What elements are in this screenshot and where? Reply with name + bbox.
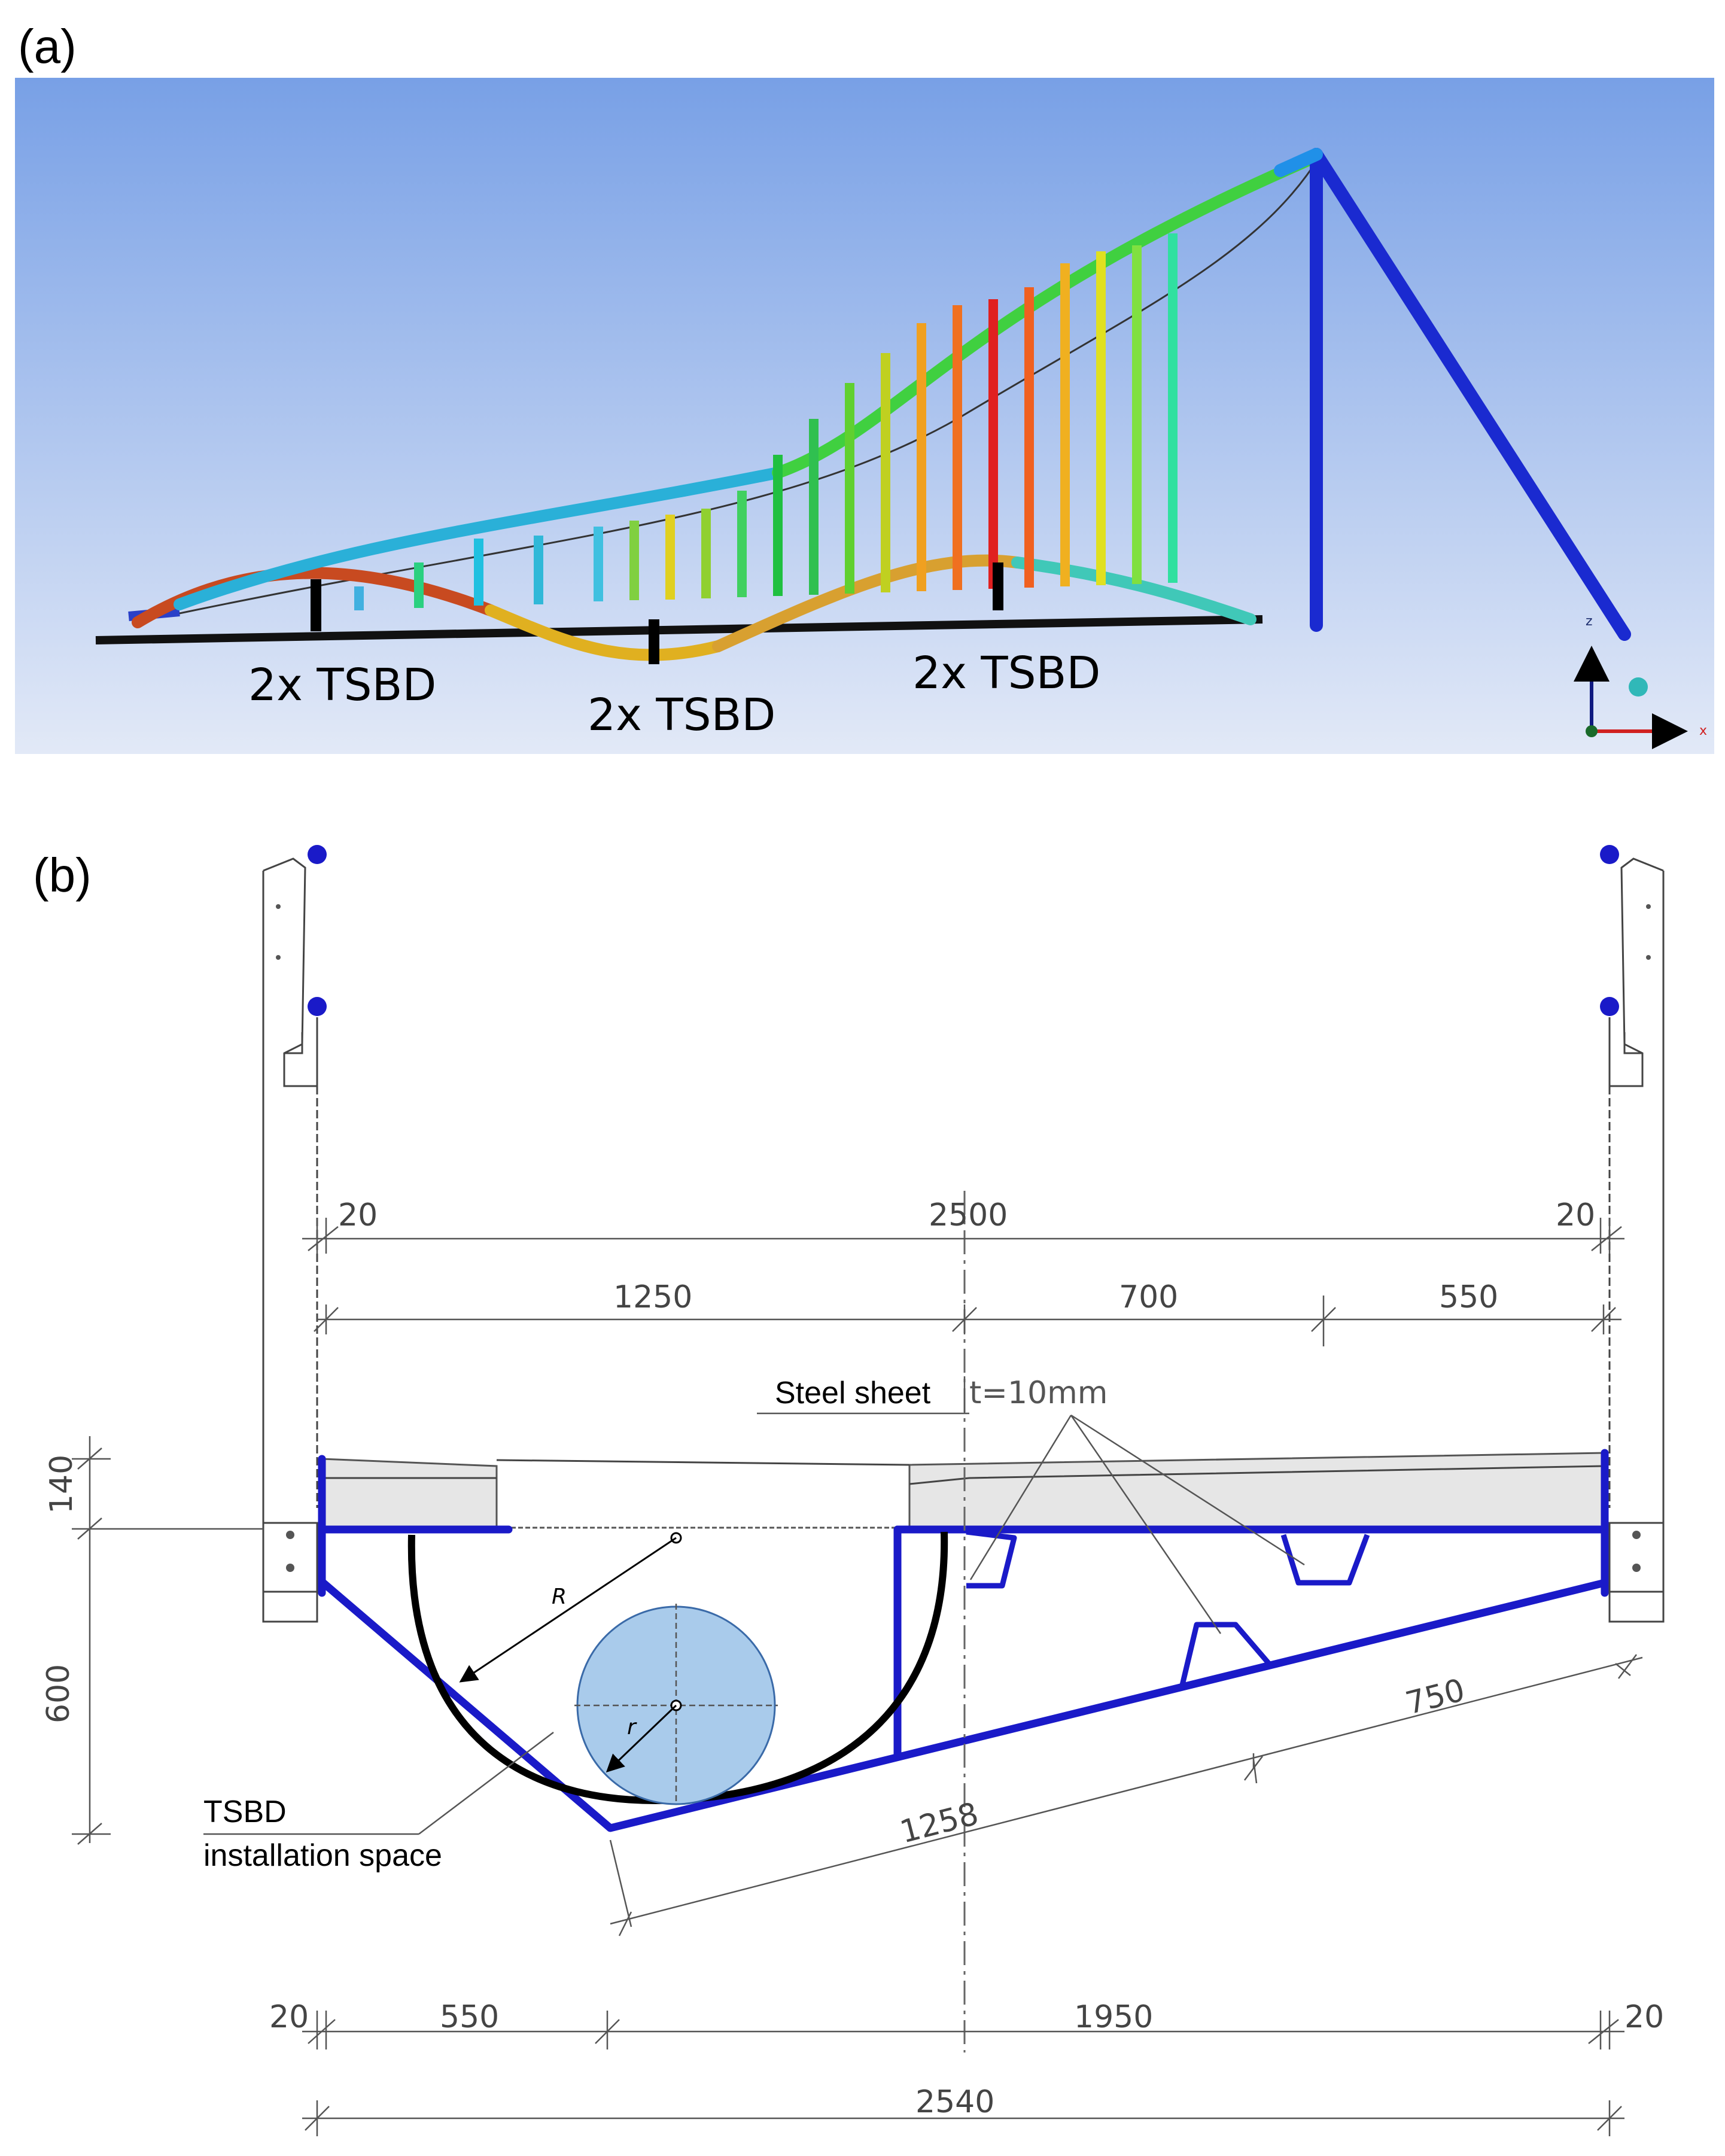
- left-railing-knob-top: [308, 845, 327, 864]
- panel-a-label: (a): [18, 20, 77, 73]
- right-railing: [1608, 857, 1665, 1623]
- deck-cross-section: R r: [262, 845, 1665, 2052]
- tsbd-space-annotation: TSBD installation space: [203, 1732, 554, 1873]
- radius-R-line: [459, 1537, 677, 1683]
- hangers: [354, 233, 1178, 610]
- axis-x-label: x: [1699, 723, 1707, 738]
- dim-bot-left-20: 20: [269, 1999, 309, 2035]
- tsbd-markers: [311, 562, 1003, 664]
- bottom-dimensions: 20 550 1950 20 2540: [269, 1999, 1664, 2136]
- right-railing-knob-mid: [1600, 997, 1619, 1016]
- bridge-fem-view: 2x TSBD 2x TSBD 2x TSBD z x: [15, 78, 1714, 754]
- top-dimensions: 20 2500 20 1250 700 550: [302, 1197, 1624, 1346]
- dim-bot-right-20: 20: [1624, 1999, 1664, 2035]
- dim-600: 600: [41, 1664, 77, 1723]
- dim-top-right-20: 20: [1556, 1197, 1595, 1233]
- dim-550: 550: [1439, 1279, 1498, 1315]
- tsbd-label-left: 2x TSBD: [248, 659, 436, 711]
- dim-700: 700: [1119, 1279, 1178, 1315]
- bridge-deck: [95, 615, 1263, 644]
- dim-top-total: 2500: [929, 1197, 1008, 1233]
- steel-box-section: [318, 1449, 1609, 1832]
- radius-r-line: [606, 1704, 677, 1773]
- radius-r-label: r: [627, 1715, 637, 1740]
- dim-1250: 1250: [613, 1279, 692, 1315]
- right-railing-knob-top: [1600, 845, 1619, 864]
- tsbd-space-label-2: installation space: [203, 1838, 442, 1873]
- sky-background: [15, 78, 1714, 754]
- radius-R-label: R: [552, 1585, 567, 1609]
- left-railing-knob-mid: [308, 997, 327, 1016]
- tsbd-label-middle: 2x TSBD: [588, 689, 775, 741]
- suspension-cable: [179, 156, 1321, 615]
- steel-sheet-annotation: Steel sheet t=10mm: [757, 1375, 1305, 1634]
- tsbd-label-right: 2x TSBD: [912, 647, 1100, 699]
- steel-sheet-label: Steel sheet: [775, 1376, 931, 1410]
- coordinate-triad: z x: [1574, 614, 1707, 749]
- dim-top-left-20: 20: [338, 1197, 378, 1233]
- dim-750: 750: [1402, 1673, 1468, 1722]
- pylon: [1274, 148, 1631, 641]
- dim-bot-550: 550: [440, 1999, 499, 2035]
- triad-origin: [1586, 725, 1598, 737]
- left-railing: [262, 857, 318, 1623]
- dim-1258: 1258: [896, 1796, 982, 1850]
- dim-140: 140: [44, 1455, 80, 1514]
- deck-surface-right: [908, 1452, 1606, 1530]
- thickness-label: t=10mm: [969, 1375, 1108, 1411]
- panel-b-label: (b): [33, 849, 92, 902]
- left-dimensions: 140 600: [41, 1436, 263, 1845]
- view-sphere: [1629, 677, 1648, 697]
- tsbd-space-label-1: TSBD: [203, 1795, 287, 1829]
- dim-bot-1950: 1950: [1074, 1999, 1153, 2035]
- axis-z-label: z: [1586, 614, 1593, 629]
- deck-surface-left: [321, 1458, 498, 1530]
- dim-bot-total: 2540: [915, 2084, 994, 2120]
